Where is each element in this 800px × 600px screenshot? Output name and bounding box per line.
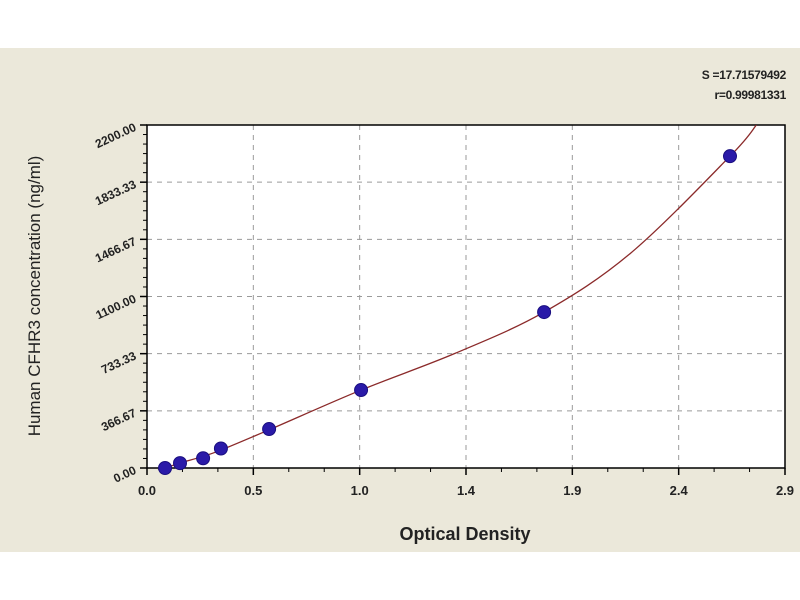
x-tick-label: 1.9 xyxy=(563,483,581,498)
y-tick-label: 1466.67 xyxy=(93,234,139,265)
data-points xyxy=(158,149,737,475)
y-tick-label: 2200.00 xyxy=(93,120,139,151)
axes xyxy=(140,124,786,475)
data-point xyxy=(354,383,369,398)
data-point xyxy=(213,441,228,456)
x-axis-label: Optical Density xyxy=(399,524,530,544)
x-tick-label: 1.4 xyxy=(457,483,476,498)
x-tick-label: 0.5 xyxy=(244,483,262,498)
y-tick-label: 733.33 xyxy=(99,349,138,377)
y-tick-label: 0.00 xyxy=(111,463,138,486)
x-tick-label: 2.4 xyxy=(670,483,689,498)
data-point xyxy=(537,305,552,320)
y-tick-label: 1100.00 xyxy=(94,291,139,322)
x-tick-label: 1.0 xyxy=(351,483,369,498)
stat-r: r=0.99981331 xyxy=(714,88,787,102)
x-tick-label: 2.9 xyxy=(776,483,794,498)
y-axis-label: Human CFHR3 concentration (ng/ml) xyxy=(25,156,44,437)
y-tick-label: 1833.33 xyxy=(93,177,139,208)
data-point xyxy=(173,456,187,471)
stat-s: S =17.71579492 xyxy=(701,68,787,82)
x-tick-label: 0.0 xyxy=(138,483,156,498)
plot-border xyxy=(146,124,786,469)
data-point xyxy=(196,451,211,466)
y-tick-label: 366.67 xyxy=(99,406,138,434)
data-point xyxy=(723,149,737,164)
data-point xyxy=(262,422,277,437)
data-point xyxy=(158,461,173,475)
